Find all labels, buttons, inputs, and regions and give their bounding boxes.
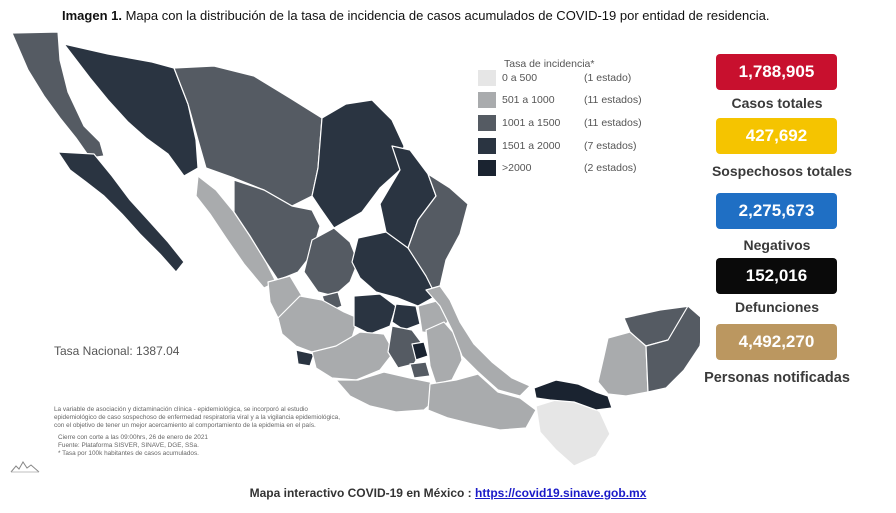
- state-colima: [295, 349, 315, 367]
- state-oaxaca: [427, 373, 537, 431]
- footnote-line: con el objetivo de tener un mejor acerca…: [54, 422, 316, 429]
- state-michoacan: [311, 331, 395, 381]
- legend-item: >2000 (2 estados): [478, 160, 678, 176]
- state-morelos: [409, 361, 431, 379]
- state-cdmx: [411, 341, 429, 361]
- state-guanajuato: [353, 293, 397, 335]
- legend-swatch: [478, 160, 496, 176]
- legend-range: 1501 a 2000: [502, 140, 561, 152]
- state-chihuahua: [173, 65, 323, 207]
- legend-title: Tasa de incidencia*: [504, 58, 595, 70]
- stat-sospechosos-value: 427,692: [716, 118, 837, 154]
- legend-swatch: [478, 138, 496, 154]
- footer: Mapa interactivo COVID-19 en México : ht…: [0, 486, 896, 500]
- stat-defunciones-value: 152,016: [716, 258, 837, 294]
- stat-personas-notificadas-label: Personas notificadas: [704, 370, 850, 386]
- footnote-line: * Tasa por 100k habitantes de casos acum…: [58, 450, 199, 457]
- footnote-line: La variable de asociación y dictaminació…: [54, 406, 308, 413]
- logo-icon: [10, 461, 40, 473]
- legend-swatch: [478, 115, 496, 131]
- figure-title: Imagen 1. Mapa con la distribución de la…: [62, 8, 769, 23]
- legend-swatch: [478, 70, 496, 86]
- stat-negativos-value: 2,275,673: [716, 193, 837, 229]
- footnote-line: Fuente: Plataforma SISVER, SINAVE, DGE, …: [58, 442, 199, 449]
- legend-count: (11 estados): [584, 94, 642, 106]
- legend-count: (11 estados): [584, 117, 642, 129]
- stat-defunciones-label: Defunciones: [734, 299, 819, 315]
- legend-swatch: [478, 92, 496, 108]
- state-veracruz: [425, 285, 531, 397]
- legend-item: 1501 a 2000 (7 estados): [478, 138, 678, 154]
- legend-range: 0 a 500: [502, 72, 538, 84]
- footnote-line: epidemiológico de caso sospechoso de enf…: [54, 414, 340, 421]
- stat-negativos-label: Negativos: [743, 237, 811, 253]
- legend-range: >2000: [502, 162, 532, 174]
- mexico-incidence-map: [11, 31, 700, 467]
- legend-item: 1001 a 1500 (11 estados): [478, 115, 678, 131]
- national-rate: Tasa Nacional: 1387.04: [54, 344, 180, 358]
- legend-range: 501 a 1000: [502, 94, 555, 106]
- legend-item: 501 a 1000 (11 estados): [478, 92, 678, 108]
- interactive-map-link[interactable]: https://covid19.sinave.gob.mx: [475, 486, 647, 500]
- figure-title-label: Imagen 1.: [62, 8, 122, 23]
- figure-title-text: Mapa con la distribución de la tasa de i…: [125, 8, 770, 23]
- legend-range: 1001 a 1500: [502, 117, 561, 129]
- state-quintana-roo: [645, 305, 700, 393]
- footer-text: Mapa interactivo COVID-19 en México :: [249, 486, 472, 500]
- footnotes: La variable de asociación y dictaminació…: [54, 406, 434, 458]
- state-durango: [233, 179, 321, 281]
- state-coahuila: [311, 99, 405, 229]
- state-tabasco: [533, 379, 613, 411]
- state-puebla: [425, 321, 463, 385]
- legend-count: (1 estado): [584, 72, 632, 84]
- legend-count: (7 estados): [584, 140, 637, 152]
- legend-count: (2 estados): [584, 162, 637, 174]
- state-baja-california-sur: [57, 151, 185, 273]
- stat-personas-notificadas-value: 4,492,270: [716, 324, 837, 360]
- state-zacatecas: [303, 227, 359, 297]
- footnote-line: Cierre con corte a las 09:00hrs, 26 de e…: [58, 434, 208, 441]
- stat-casos-totales-value: 1,788,905: [716, 54, 837, 90]
- state-sonora: [63, 43, 199, 177]
- legend-item: 0 a 500 (1 estado): [478, 70, 678, 86]
- stat-casos-totales-label: Casos totales: [731, 95, 823, 111]
- stat-sospechosos-label: Sospechosos totales: [711, 163, 853, 179]
- state-baja-california: [11, 31, 105, 159]
- state-queretaro: [391, 303, 421, 331]
